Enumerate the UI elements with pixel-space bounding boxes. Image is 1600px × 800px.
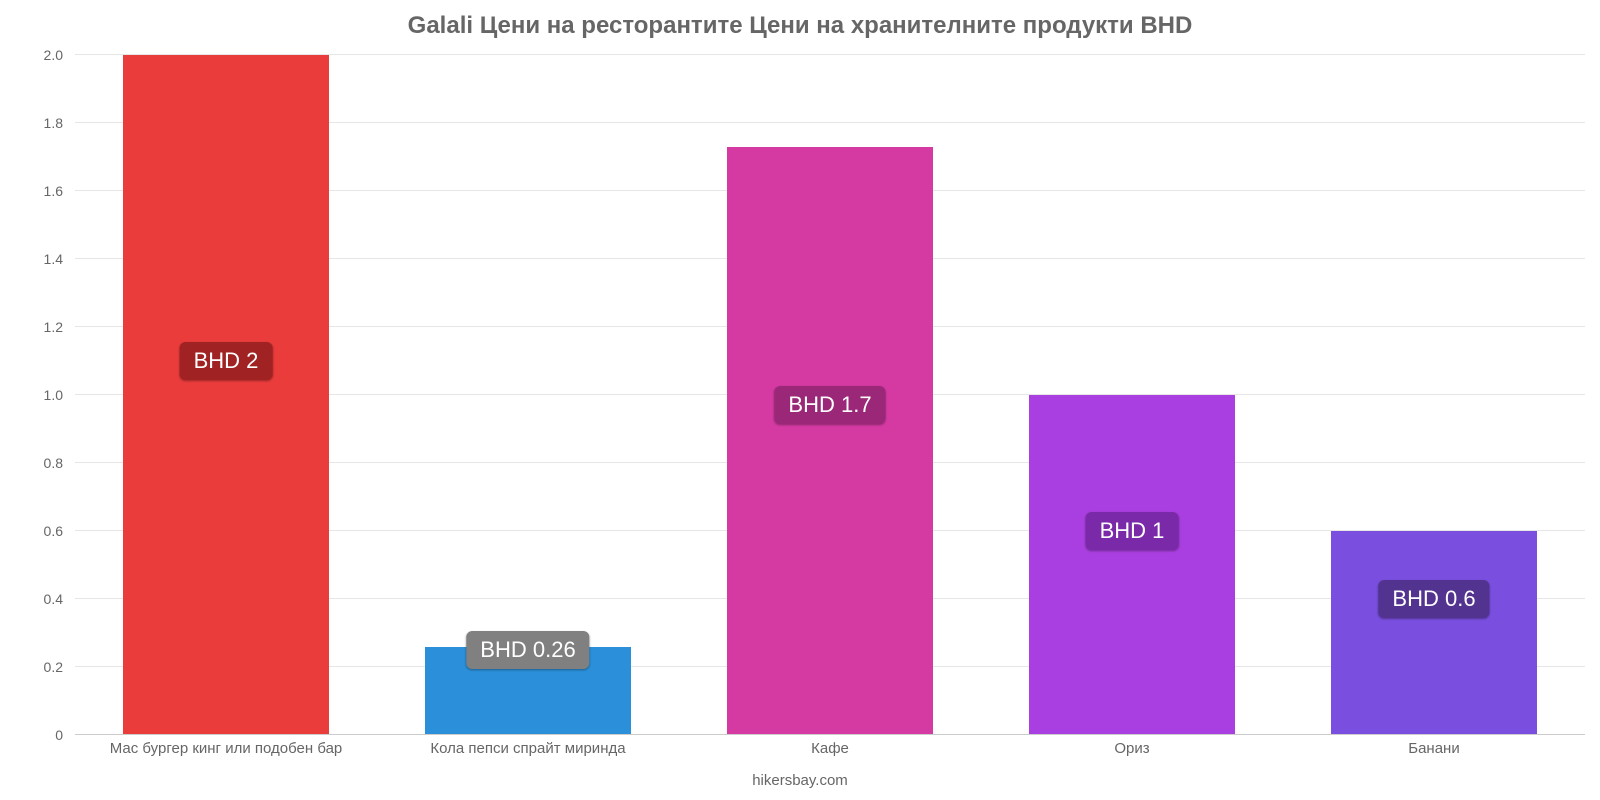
bar-slot: BHD 0.26 (377, 55, 679, 735)
y-tick-label: 0.2 (0, 659, 63, 675)
y-tick-label: 2.0 (0, 47, 63, 63)
bars-layer: BHD 2 BHD 0.26 BHD 1.7 BHD 1 BHD 0.6 (75, 55, 1585, 735)
y-tick-label: 0.4 (0, 591, 63, 607)
y-tick-label: 0 (0, 727, 63, 743)
y-tick-label: 1.8 (0, 115, 63, 131)
value-badge: BHD 0.6 (1378, 580, 1489, 618)
bar-slot: BHD 0.6 (1283, 55, 1585, 735)
y-tick-label: 1.6 (0, 183, 63, 199)
x-category-label: Ориз (981, 740, 1283, 757)
x-axis-baseline (75, 734, 1585, 735)
x-category-label: Кафе (679, 740, 981, 757)
y-tick-label: 1.4 (0, 251, 63, 267)
y-tick-label: 1.2 (0, 319, 63, 335)
chart-footer: hikersbay.com (0, 772, 1600, 789)
bar (1331, 531, 1536, 735)
x-category-label: Банани (1283, 740, 1585, 757)
bar (727, 147, 932, 735)
x-category-label: Кола пепси спрайт миринда (377, 740, 679, 757)
y-tick-label: 0.6 (0, 523, 63, 539)
y-tick-label: 1.0 (0, 387, 63, 403)
bar-slot: BHD 1 (981, 55, 1283, 735)
bar-slot: BHD 1.7 (679, 55, 981, 735)
value-badge: BHD 1.7 (774, 386, 885, 424)
chart-title: Galali Цени на ресторантите Цени на хран… (0, 12, 1600, 40)
value-badge: BHD 2 (180, 342, 273, 380)
value-badge: BHD 0.26 (466, 631, 589, 669)
bar-slot: BHD 2 (75, 55, 377, 735)
bar (123, 55, 328, 735)
bar (1029, 395, 1234, 735)
x-category-label: Мас бургер кинг или подобен бар (75, 740, 377, 757)
value-badge: BHD 1 (1086, 512, 1179, 550)
y-tick-label: 0.8 (0, 455, 63, 471)
price-bar-chart: Galali Цени на ресторантите Цени на хран… (0, 0, 1600, 800)
plot-area: BHD 2 BHD 0.26 BHD 1.7 BHD 1 BHD 0.6 (75, 55, 1585, 735)
